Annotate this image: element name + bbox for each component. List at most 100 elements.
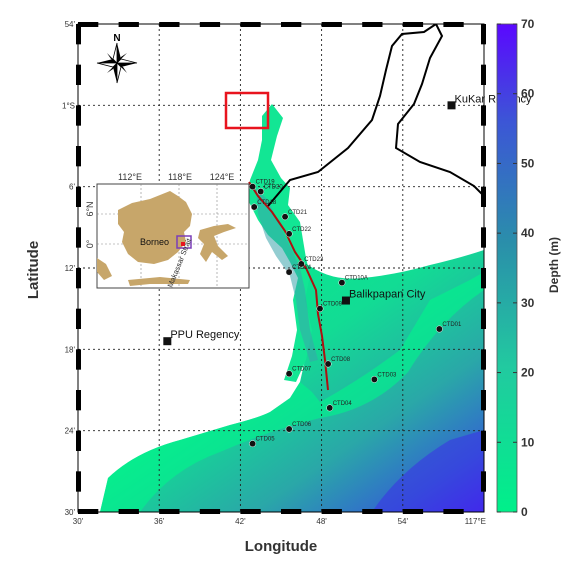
frame-segment-left — [76, 471, 81, 492]
frame-segment-left — [76, 268, 81, 289]
colorbar-gradient — [496, 23, 518, 513]
ctd-station-label-ctd19: CTD19 — [256, 180, 276, 186]
highlight-box — [224, 91, 270, 130]
ctd-station-label-ctd09: CTD09 — [323, 302, 343, 308]
ctd-station-label-ctd08: CTD08 — [331, 357, 351, 363]
frame-segment-bottom — [240, 509, 261, 514]
transect-line — [248, 181, 329, 391]
deep-sea-area — [372, 430, 484, 512]
x-tick-label-1: 36' — [154, 517, 165, 526]
bay-inner-channel — [256, 188, 318, 362]
ctd-station-label-ctd05: CTD05 — [256, 437, 276, 443]
ctd-station-marker-ctd21 — [281, 213, 289, 221]
ctd-station-marker-ctd22 — [285, 230, 293, 238]
ctd-station-label-ctd04: CTD04 — [333, 401, 353, 407]
frame-segment-left — [76, 146, 81, 167]
graticule — [78, 24, 484, 512]
frame-segment-left — [76, 349, 81, 370]
ctd-station-label-ctd21: CTD21 — [288, 210, 308, 216]
frame-segment-left — [76, 24, 81, 45]
colorbar-tick-label-1: 60 — [521, 87, 535, 101]
frame-segment-bottom — [402, 509, 424, 514]
x-axis-title: Longitude — [245, 538, 317, 555]
frame-segment-left — [76, 105, 81, 126]
ctd-station-marker-ctd08 — [324, 360, 332, 368]
frame-segment-top — [78, 22, 99, 27]
frame-segment-right — [481, 390, 486, 411]
inset-lat-label-2: 0° — [85, 239, 95, 248]
x-tick-label-2: 42' — [235, 517, 246, 526]
ctd-station-marker-ctd03 — [370, 375, 378, 383]
frame-segment-right — [481, 186, 486, 207]
frame-segment-right — [481, 146, 486, 167]
ctd-station-label-ctd24: CTD24 — [292, 265, 312, 271]
frame-segment-right — [481, 349, 486, 370]
frame-segment-left — [76, 186, 81, 207]
bathymetry — [100, 104, 484, 512]
colorbar-tick-label-7: 0 — [521, 505, 528, 519]
ctd-station-label-ctd23: CTD23 — [304, 257, 324, 263]
frame-segment-left — [76, 308, 81, 329]
frame-segment-right — [481, 24, 486, 45]
map-frame-border — [76, 22, 486, 514]
latitude-tick-labels: 54' 1°S 6' 12' 18' 24' 30' — [62, 20, 75, 517]
frame-segment-left — [76, 430, 81, 451]
frame-segment-top — [362, 22, 383, 27]
inset-borneo-label: Borneo — [140, 237, 169, 247]
frame-segment-bottom — [281, 509, 302, 514]
frame-segment-left — [76, 390, 81, 411]
place-marker-2 — [163, 337, 172, 346]
boundaries — [267, 24, 484, 207]
frame-segment-top — [281, 22, 302, 27]
colorbar-title: Depth (m) — [547, 237, 561, 293]
frame-segment-top — [402, 22, 424, 27]
place-label-2: PPU Regency — [170, 329, 240, 341]
ctd-station-label-ctd01: CTD01 — [442, 322, 462, 328]
frame-segment-top — [443, 22, 464, 27]
inset-study-area-marker — [176, 235, 192, 249]
frame-segment-bottom — [159, 509, 180, 514]
north-arrow-icon: N — [96, 33, 138, 84]
frame-segment-top — [199, 22, 221, 27]
depth-colorbar: 70 60 50 40 30 20 10 0 Depth (m) — [496, 17, 561, 519]
y-axis-title: Latitude — [25, 241, 42, 299]
ctd-station-marker-ctd18 — [250, 203, 258, 211]
ctd-station-marker-ctd23 — [297, 260, 305, 268]
y-tick-label-5: 24' — [65, 427, 76, 436]
inset-sumatra-landmass — [97, 258, 112, 280]
regency-boundary-line — [267, 24, 484, 207]
frame-segment-top — [118, 22, 139, 27]
inset-lon-label-2: 118°E — [168, 172, 192, 182]
x-tick-label-4: 54' — [398, 517, 409, 526]
ctd-station-marker-ctd05 — [249, 440, 257, 448]
y-tick-label-4: 18' — [65, 345, 76, 354]
frame-segment-bottom — [78, 509, 99, 514]
colorbar-tick-label-6: 10 — [521, 435, 535, 449]
y-tick-label-6: 30' — [65, 508, 76, 517]
ctd-station-marker-ctd06 — [285, 425, 293, 433]
ctd-station-label-ctd10a: CTD10A — [345, 276, 368, 282]
ctd-station-marker-ctd20 — [257, 188, 265, 195]
frame-segment-bottom — [199, 509, 221, 514]
inset-map: 112°E 118°E 124°E 6°N 0° Borneo Makassar… — [85, 172, 250, 289]
ctd-station-marker-ctd10a — [338, 279, 346, 287]
place-marker-1 — [341, 296, 350, 305]
ctd-station-marker-ctd07 — [285, 370, 293, 378]
north-label: N — [113, 33, 120, 44]
inset-lon-label-1: 112°E — [118, 172, 142, 182]
frame-segment-bottom — [443, 509, 464, 514]
inset-study-area-dot — [181, 242, 185, 246]
x-tick-label-5: 117°E — [465, 517, 486, 526]
x-tick-label-0: 30' — [73, 517, 84, 526]
ctd-station-marker-ctd04 — [326, 404, 334, 412]
coastal-shelf — [100, 272, 484, 512]
frame-segment-left — [76, 227, 81, 248]
frame-segment-bottom — [118, 509, 139, 514]
frame-segment-bottom — [362, 509, 383, 514]
y-tick-label-0: 54' — [65, 20, 76, 29]
frame-segment-top — [159, 22, 180, 27]
inset-borneo-landmass — [118, 191, 192, 264]
frame-segment-right — [481, 268, 486, 289]
